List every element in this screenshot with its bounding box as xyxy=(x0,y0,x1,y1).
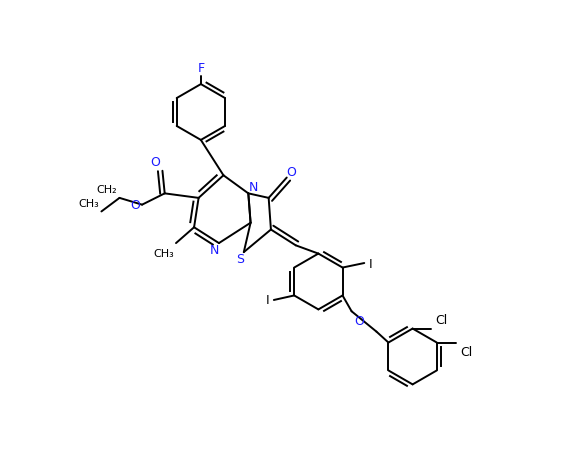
Text: S: S xyxy=(236,253,244,266)
Text: F: F xyxy=(197,61,205,74)
Text: O: O xyxy=(354,314,364,327)
Text: O: O xyxy=(287,165,297,178)
Text: Cl: Cl xyxy=(435,313,447,327)
Text: N: N xyxy=(210,244,219,257)
Text: CH₂: CH₂ xyxy=(97,185,117,195)
Text: CH₃: CH₃ xyxy=(153,248,174,258)
Text: I: I xyxy=(369,257,372,270)
Text: O: O xyxy=(150,156,160,169)
Text: N: N xyxy=(249,181,258,194)
Text: O: O xyxy=(130,199,140,212)
Text: I: I xyxy=(266,294,269,307)
Text: Cl: Cl xyxy=(460,345,473,358)
Text: CH₃: CH₃ xyxy=(79,198,99,208)
